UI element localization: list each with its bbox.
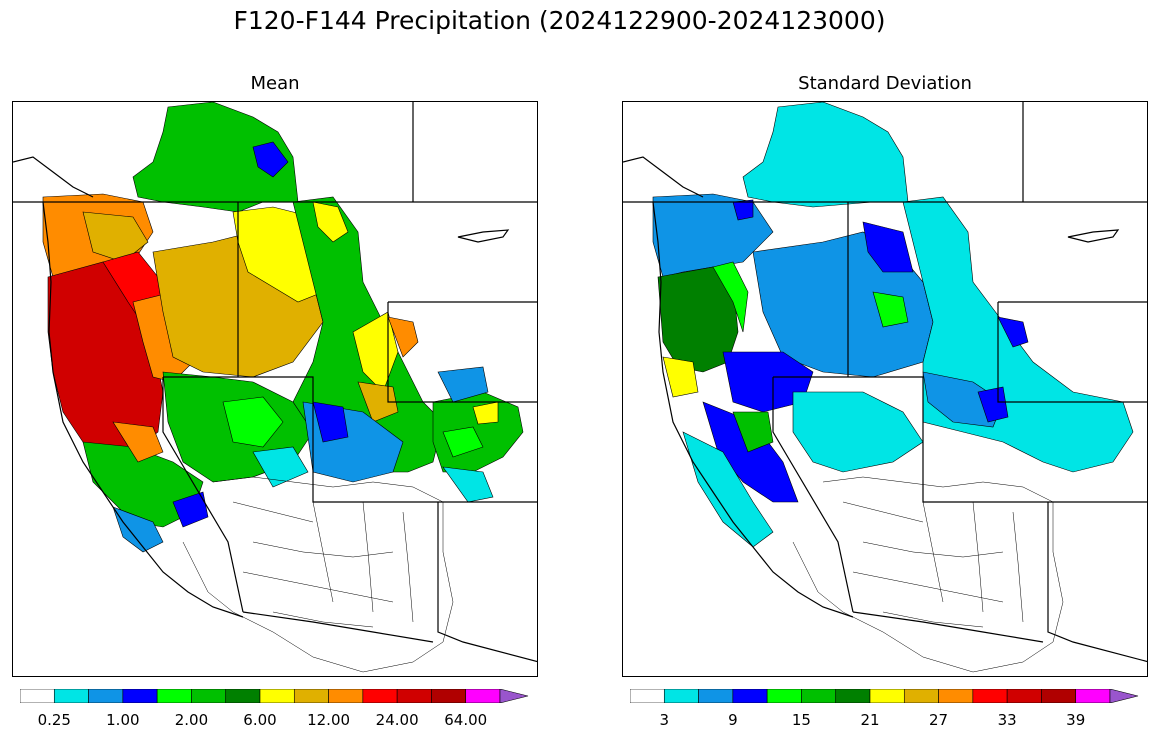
colorbar-tick-label: 27 bbox=[929, 711, 949, 729]
colorbar-tick-label: 15 bbox=[791, 711, 811, 729]
region-co-darkblue bbox=[977, 386, 1009, 423]
region-mt-yellow bbox=[312, 201, 349, 243]
colorbar-cell bbox=[1041, 689, 1077, 703]
colorbar-cell bbox=[869, 689, 905, 703]
colorbar-extend-arrow bbox=[499, 689, 529, 703]
colorbar-cell bbox=[362, 689, 398, 703]
colorbar-cell bbox=[972, 689, 1008, 703]
colorbar-tick-label: 0.25 bbox=[37, 711, 71, 729]
region-ca-cyan bbox=[682, 431, 774, 548]
colorbar-cell bbox=[1075, 689, 1111, 703]
lake-outline bbox=[1067, 229, 1120, 243]
colorbar-tick-label: 2.00 bbox=[174, 711, 209, 729]
border-segment bbox=[773, 376, 1147, 503]
region-ne-lime bbox=[442, 426, 484, 458]
colorbar-cell bbox=[835, 689, 871, 703]
region-ca-blue bbox=[112, 506, 164, 553]
border-segment bbox=[1047, 502, 1147, 663]
colorbar-tick-label: 6.00 bbox=[243, 711, 277, 729]
colorbar-cell bbox=[663, 689, 699, 703]
colorbar-cell bbox=[801, 689, 837, 703]
colorbar-tick-label: 12.00 bbox=[307, 711, 351, 729]
colorbar-cell bbox=[88, 689, 124, 703]
colorbar-tick-label: 3 bbox=[659, 711, 670, 729]
region-co-blue bbox=[922, 371, 1004, 428]
colorbar-tick-label: 1.00 bbox=[106, 711, 140, 729]
region-wy-darkblue bbox=[997, 316, 1029, 348]
colorbar-tick-label: 21 bbox=[860, 711, 880, 729]
region-coast-lime bbox=[712, 261, 749, 333]
region-ca-orange bbox=[112, 421, 164, 463]
border-segment bbox=[387, 302, 537, 403]
coastline bbox=[42, 201, 244, 618]
region-ne-yellow bbox=[472, 401, 499, 425]
coast-detail bbox=[623, 156, 704, 198]
region-ne-blue bbox=[437, 366, 489, 403]
region-lime-nv bbox=[222, 396, 284, 448]
colorbar-tick-label: 64.00 bbox=[444, 711, 488, 729]
figure-title: F120-F144 Precipitation (2024122900-2024… bbox=[233, 6, 886, 35]
border-segment bbox=[163, 376, 537, 503]
colorbar-cell bbox=[122, 689, 158, 703]
colorbar-cell bbox=[328, 689, 364, 703]
region-wa-gold bbox=[82, 211, 149, 263]
colorbar-tick-label: 33 bbox=[997, 711, 1017, 729]
colorbar-cell bbox=[698, 689, 734, 703]
region-wa-darkblue bbox=[732, 199, 754, 221]
colorbar-tick-label: 9 bbox=[728, 711, 738, 729]
colorbar-cell bbox=[732, 689, 768, 703]
lake-outline bbox=[457, 229, 510, 243]
colorbar-cell bbox=[53, 689, 89, 703]
colorbar-cell bbox=[225, 689, 261, 703]
region-idaho-lime bbox=[872, 291, 909, 328]
border-segment bbox=[437, 502, 537, 663]
colorbar-cell bbox=[20, 689, 55, 703]
border-segment bbox=[997, 302, 1147, 403]
colorbar-cell bbox=[766, 689, 802, 703]
region-idaho-darkblue bbox=[862, 221, 914, 273]
region-canada-cyan bbox=[742, 102, 909, 208]
region-co-darkblue bbox=[312, 401, 349, 443]
colorbar-cell bbox=[259, 689, 295, 703]
region-ne-cyan bbox=[442, 466, 494, 503]
stddev-colorbar bbox=[630, 689, 1139, 703]
region-coast-yellow bbox=[662, 356, 699, 398]
sw-basin-outlines bbox=[792, 476, 1064, 673]
coastline bbox=[652, 201, 854, 618]
stddev-panel-title: Standard Deviation bbox=[798, 73, 972, 94]
region-wy-orange bbox=[387, 316, 419, 358]
region-nv-cyan bbox=[792, 391, 924, 473]
border-segment bbox=[772, 377, 854, 613]
colorbar-cell bbox=[938, 689, 974, 703]
region-co-cyan bbox=[252, 446, 309, 488]
mean-colorbar bbox=[20, 689, 529, 703]
colorbar-cell bbox=[431, 689, 467, 703]
stddev-map bbox=[622, 101, 1148, 677]
coast-detail bbox=[13, 156, 94, 198]
colorbar-cell bbox=[156, 689, 192, 703]
colorbar-tick-label: 39 bbox=[1066, 711, 1086, 729]
region-blue-north bbox=[252, 141, 289, 178]
colorbar-cell bbox=[191, 689, 227, 703]
border-segment bbox=[852, 611, 1044, 643]
colorbar-cell bbox=[465, 689, 501, 703]
region-ca-darkblue bbox=[172, 491, 209, 528]
colorbar-tick-label: 24.00 bbox=[375, 711, 419, 729]
colorbar-cell bbox=[903, 689, 939, 703]
colorbar-cell bbox=[630, 689, 665, 703]
mean-panel-title: Mean bbox=[250, 73, 300, 94]
colorbar-cell bbox=[293, 689, 329, 703]
colorbar-cell bbox=[396, 689, 432, 703]
border-segment bbox=[242, 611, 434, 643]
colorbar-cell bbox=[1006, 689, 1042, 703]
mean-map bbox=[12, 101, 538, 677]
region-ca-green bbox=[732, 411, 774, 453]
border-segment bbox=[162, 377, 244, 613]
region-wy-yellow bbox=[352, 311, 399, 393]
sw-basin-outlines bbox=[182, 476, 454, 673]
colorbar-extend-arrow bbox=[1109, 689, 1139, 703]
